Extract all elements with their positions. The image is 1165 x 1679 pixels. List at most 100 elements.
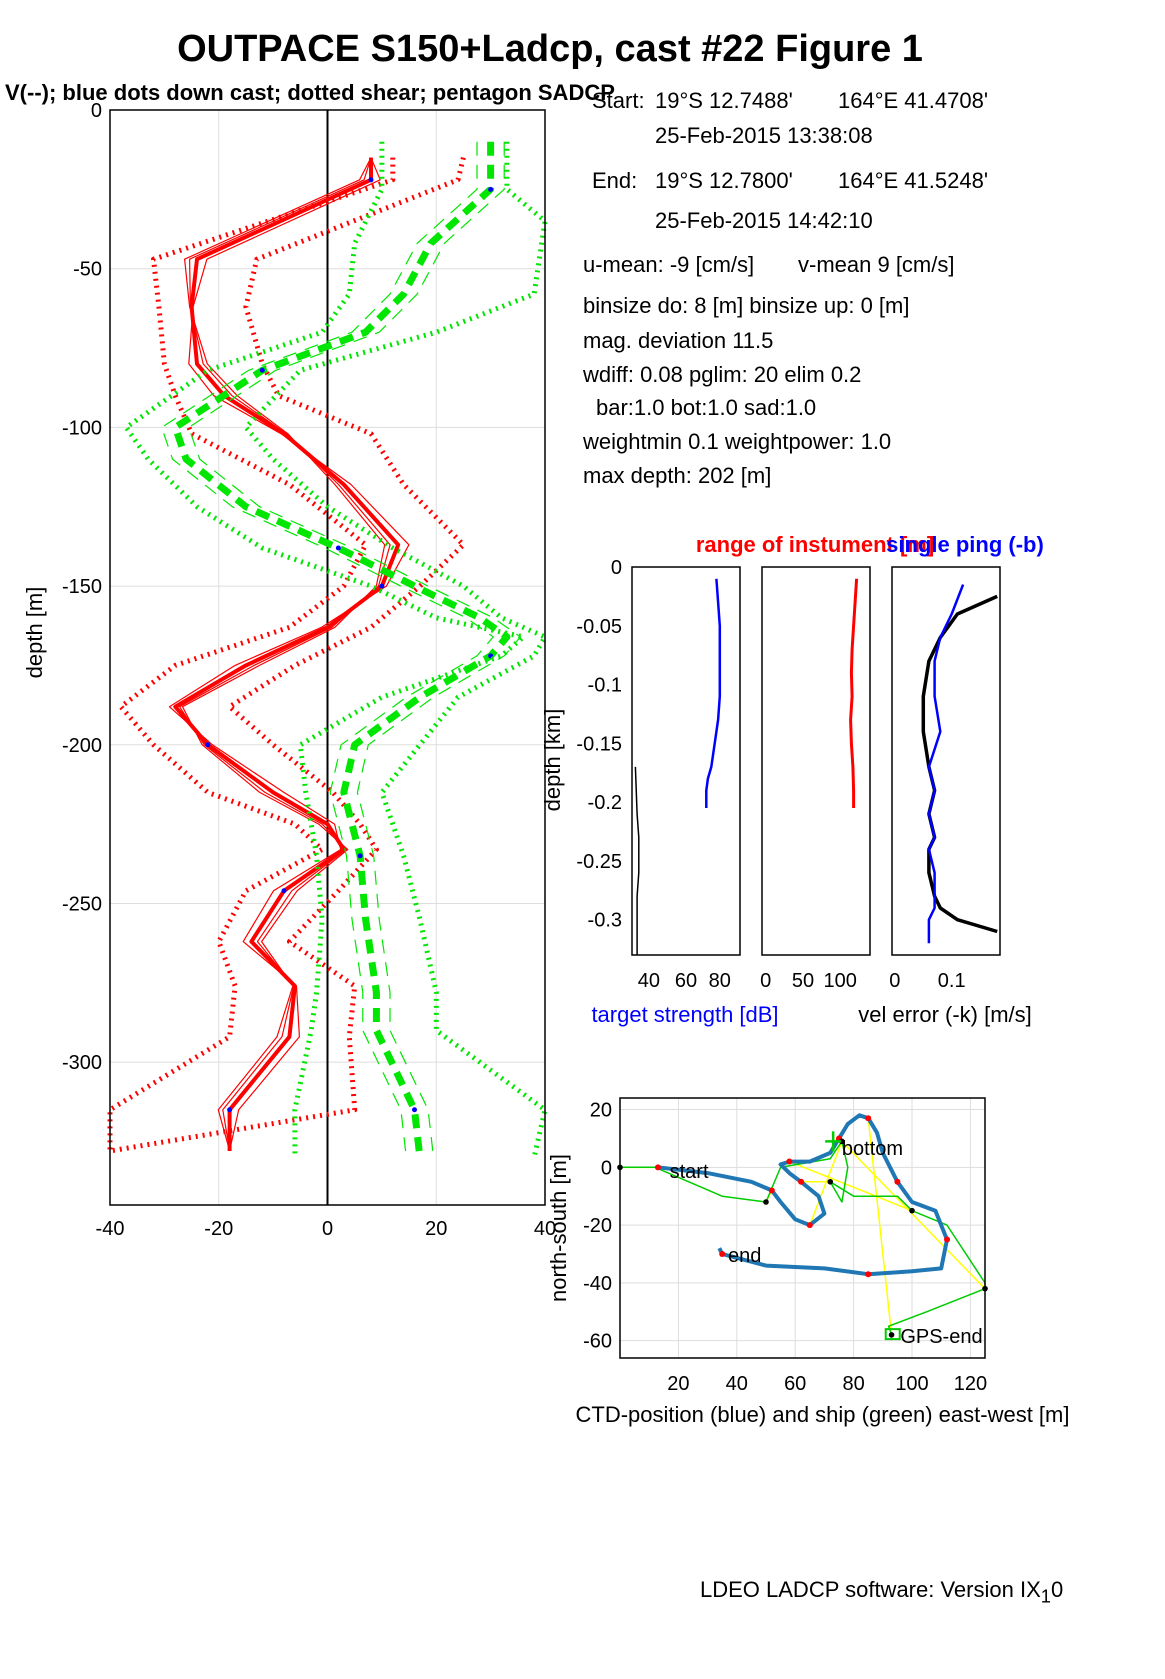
u-mean: u-mean: -9 [cm/s]	[583, 252, 755, 277]
main-downcast-dot	[259, 367, 265, 373]
panel-1-area	[632, 567, 740, 955]
panel-y-tick-label: -0.05	[576, 616, 622, 638]
ctd-track-marker	[786, 1158, 793, 1165]
track-y-tick-label: 0	[601, 1157, 612, 1179]
main-y-axis-label: depth [m]	[22, 587, 47, 679]
main-downcast-dot	[379, 583, 385, 589]
ctd-track-marker	[894, 1178, 901, 1185]
end-label: End:	[592, 168, 638, 193]
start-lat: 19°S 12.7488'	[655, 88, 793, 113]
track-x-tick-label: 60	[784, 1373, 806, 1395]
track-x-tick-label: 100	[895, 1373, 928, 1395]
panel-x-axis-label-target: target strength [dB]	[591, 1002, 778, 1027]
main-x-tick-label: -40	[96, 1218, 125, 1240]
main-frame	[109, 109, 546, 1206]
gps-end-marker	[884, 1328, 901, 1341]
main-downcast-dot	[205, 742, 211, 748]
footer-tail: 0	[1050, 1577, 1064, 1602]
panel-title-single-ping: single ping (-b)	[886, 532, 1044, 557]
panel-3-x-tick-label: 0.1	[938, 970, 966, 992]
main-y-tick-label: -50	[73, 259, 102, 281]
track-x-tick-label: 80	[842, 1373, 864, 1395]
ctd-track-marker	[865, 1271, 872, 1278]
ctd-track-marker	[768, 1187, 775, 1194]
bar-bot-sad: bar:1.0 bot:1.0 sad:1.0	[596, 395, 817, 420]
ship-track-marker	[909, 1207, 915, 1214]
track-x-tick-label: 120	[954, 1373, 987, 1395]
panel-3-frame	[891, 566, 1001, 956]
footer-text: LDEO LADCP software: Version IX	[700, 1577, 1041, 1602]
ctd-track-marker	[719, 1251, 726, 1257]
panel-x-axis-label-velerr: vel error (-k) [m/s]	[858, 1002, 1032, 1027]
panel-2-series-line	[849, 578, 859, 808]
max-depth: max depth: 202 [m]	[583, 463, 772, 488]
track-link-line	[838, 1137, 986, 1290]
main-x-tick-label: 40	[534, 1218, 556, 1240]
main-series-line-thin	[168, 157, 410, 1152]
track-link-line	[789, 1160, 913, 1212]
mag-deviation: mag. deviation 11.5	[583, 328, 774, 353]
main-series-line-thin	[188, 141, 522, 1158]
track-link-line	[809, 1141, 843, 1226]
wdiff: wdiff: 0.08 pglim: 20 elim 0.2	[583, 362, 862, 387]
main-downcast-dot	[227, 1107, 233, 1113]
ctd-track-marker	[865, 1115, 872, 1122]
track-annotation-end: end	[728, 1245, 761, 1267]
panel-1-x-tick-label: 40	[638, 970, 660, 992]
main-downcast-dot	[488, 186, 494, 192]
track-plot-area	[620, 1098, 985, 1358]
panel-y-tick-label: -0.15	[576, 733, 622, 755]
ctd-track-line	[657, 1113, 949, 1277]
panel-1-frame	[631, 566, 741, 956]
panel-y-tick-label: -0.3	[588, 910, 622, 932]
main-series-line-thin	[181, 157, 386, 1152]
track-link-line	[867, 1118, 893, 1335]
main-y-tick-label: -200	[62, 735, 102, 757]
track-x-axis-label: CTD-position (blue) and ship (green) eas…	[576, 1402, 1070, 1427]
main-y-tick-label: -250	[62, 893, 102, 915]
start-time: 25-Feb-2015 13:38:08	[655, 123, 873, 148]
track-annotation-bottom: bottom	[842, 1138, 903, 1160]
ship-track-marker	[763, 1199, 769, 1205]
main-downcast-dot	[335, 545, 341, 551]
panel-2-x-tick-label: 50	[792, 970, 814, 992]
track-annotation-start: start	[670, 1161, 709, 1183]
start-label: Start:	[592, 88, 645, 113]
panel-3-series-line	[927, 584, 965, 944]
panel-y-tick-label: -0.25	[576, 851, 622, 873]
main-series-line	[171, 141, 511, 1158]
main-series-line-thin	[161, 141, 494, 1158]
binsize: binsize do: 8 [m] binsize up: 0 [m]	[583, 293, 910, 318]
ship-track-marker	[839, 1138, 845, 1145]
track-y-axis-label: north-south [m]	[546, 1154, 571, 1302]
main-x-tick-label: -20	[204, 1218, 233, 1240]
main-series-line	[107, 157, 396, 1151]
panel-y-tick-label: -0.2	[588, 792, 622, 814]
main-downcast-dot	[368, 177, 374, 183]
panel-2-x-tick-label: 0	[760, 970, 771, 992]
ship-track-marker	[827, 1178, 834, 1185]
track-x-tick-label: 40	[726, 1373, 748, 1395]
panel-2-frame	[761, 566, 871, 956]
panel-title-range: range of instument [m]	[696, 532, 934, 557]
ctd-track-marker	[798, 1178, 805, 1185]
main-x-tick-label: 0	[322, 1218, 333, 1240]
main-series-line	[123, 141, 526, 1158]
panel-1-series-line	[634, 766, 640, 955]
track-y-tick-label: -40	[583, 1273, 612, 1295]
ctd-track-marker	[654, 1164, 661, 1171]
footer-sub: 1	[1040, 1585, 1051, 1607]
main-downcast-dot	[281, 888, 287, 894]
ctd-track-marker	[944, 1236, 951, 1243]
track-y-tick-label: -60	[583, 1331, 612, 1353]
footer-version: LDEO LADCP software: Version IX10	[700, 1577, 1063, 1607]
panel-2-x-tick-label: 100	[824, 970, 857, 992]
v-mean: v-mean 9 [cm/s]	[798, 252, 955, 277]
panel-1-x-tick-label: 60	[675, 970, 697, 992]
main-x-tick-label: 20	[425, 1218, 447, 1240]
figure-title: OUTPACE S150+Ladcp, cast #22 Figure 1	[177, 28, 923, 70]
figure-subtitle: V(--); blue dots down cast; dotted shear…	[5, 80, 615, 105]
track-y-tick-label: -20	[583, 1215, 612, 1237]
